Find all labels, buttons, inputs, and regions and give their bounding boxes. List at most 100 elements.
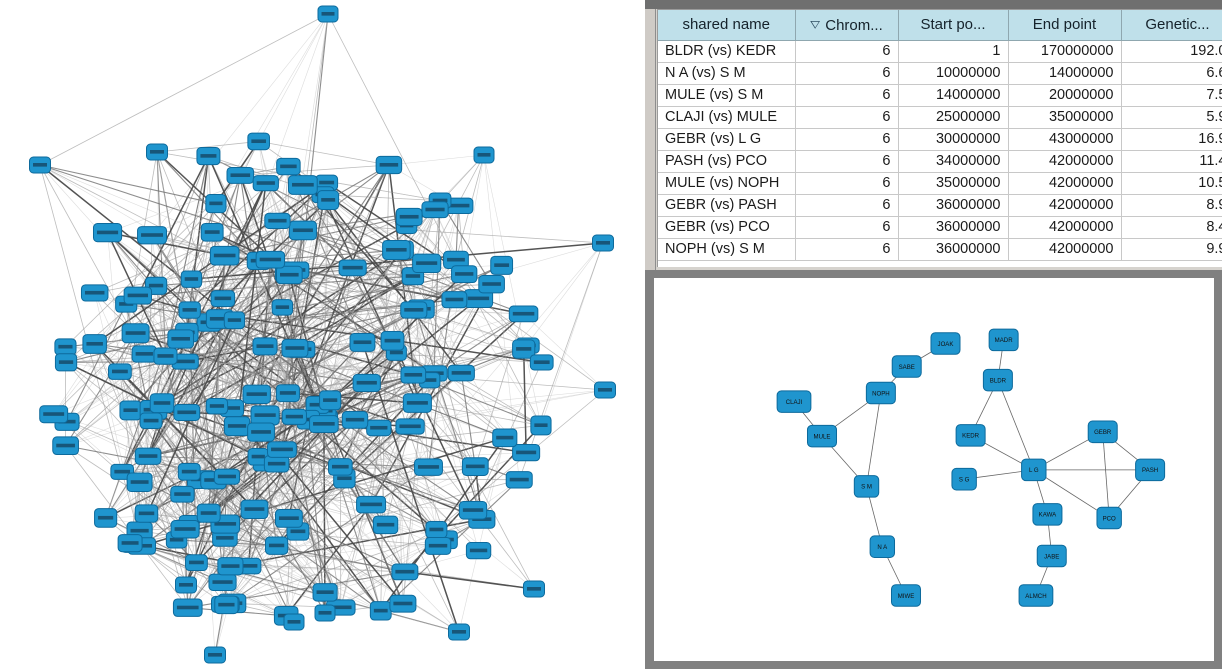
hub-network-edge[interactable] [396,249,476,467]
hub-network-node[interactable] [82,334,107,354]
hub-network-edge[interactable] [322,194,462,374]
node-shape[interactable] [1096,506,1122,530]
hub-network-node[interactable] [414,458,443,476]
table-cell-start_point[interactable]: 36000000 [898,194,1009,217]
node-shape[interactable] [890,584,922,607]
hub-network-edge[interactable] [240,164,389,176]
table-cell-start_point[interactable]: 1 [898,40,1009,63]
table-cell-genetic[interactable]: 16.9 [1121,128,1222,151]
table-header-chromosome[interactable]: Chrom... [795,10,899,41]
hub-network-node[interactable] [92,223,123,243]
hub-network-node[interactable] [29,156,51,174]
table-header-row[interactable]: shared name Chrom... Start po... End point G… [658,10,1222,41]
hub-network-edge[interactable] [396,352,404,604]
node-shape[interactable] [930,332,961,355]
hub-network-edge[interactable] [94,343,143,547]
hub-network-node[interactable] [352,373,381,393]
table-cell-genetic[interactable]: 9.9 [1121,238,1222,261]
hub-network-edge[interactable] [329,249,397,401]
hub-network-node[interactable] [447,364,475,382]
hub-network-node[interactable] [424,536,452,555]
table-cell-shared_name[interactable]: CLAJI (vs) MULE [658,106,796,129]
hub-network-panel[interactable] [0,0,645,669]
hub-network-edge[interactable] [293,349,302,417]
hub-network-edge[interactable] [208,155,331,401]
hub-network-edge[interactable] [147,456,197,563]
subnetwork-node[interactable]: BLDR [982,368,1013,392]
hub-network-edge[interactable] [392,340,406,572]
hub-network-edge[interactable] [191,242,604,280]
subnetwork-node[interactable]: S M [853,475,880,498]
hub-network-node[interactable] [226,166,255,184]
hub-network-edge[interactable] [460,372,476,467]
table-cell-chromosome[interactable]: 6 [795,84,899,107]
table-cell-end_point[interactable]: 20000000 [1008,84,1122,107]
table-cell-end_point[interactable]: 42000000 [1008,150,1122,173]
hub-network-node[interactable] [167,329,194,349]
hub-network-node[interactable] [314,604,336,622]
subnetwork-node[interactable]: SABE [891,355,922,378]
table-cell-chromosome[interactable]: 6 [795,216,899,239]
hub-network-edge[interactable] [188,342,363,525]
hub-network-edge[interactable] [474,313,524,467]
hub-network-node[interactable] [412,253,442,273]
hub-network-edge[interactable] [410,389,606,427]
subnetwork-node[interactable]: N A [869,535,896,558]
hub-network-edge[interactable] [105,356,166,519]
hub-network-edge[interactable] [155,184,304,287]
subnetwork-node[interactable]: NOPH [865,381,896,405]
table-cell-end_point[interactable]: 35000000 [1008,106,1122,129]
hub-network-edge[interactable] [483,154,520,480]
hub-network-edge[interactable] [39,164,143,547]
hub-network-edge[interactable] [282,13,329,308]
hub-network-edge[interactable] [184,361,299,532]
hub-network-edge[interactable] [281,449,429,468]
hub-network-edge[interactable] [340,205,459,608]
hub-network-edge[interactable] [258,141,295,271]
hub-network-node[interactable] [395,418,425,435]
subnetwork-panel[interactable]: JOAK SABE MADR NOPH BLDR CLAJI GEBR MULE KEDR L G… [645,270,1222,669]
hub-network-node[interactable] [134,447,162,465]
hub-network-edge[interactable] [222,373,435,583]
hub-network-node[interactable] [328,458,353,476]
hub-network-edge[interactable] [518,242,604,480]
hub-network-node[interactable] [369,601,392,621]
table-cell-start_point[interactable]: 34000000 [898,150,1009,173]
table-cell-shared_name[interactable]: MULE (vs) S M [658,84,796,107]
hub-network-edge[interactable] [236,425,474,511]
hub-network-node[interactable] [338,259,367,277]
table-cell-end_point[interactable]: 43000000 [1008,128,1122,151]
hub-network-edge[interactable] [139,530,535,590]
hub-network-edge[interactable] [281,194,324,308]
hub-network-edge[interactable] [260,431,483,521]
hub-network-node[interactable] [512,339,536,359]
node-shape[interactable] [988,328,1019,352]
hub-network-node[interactable] [170,520,200,539]
node-shape[interactable] [806,424,838,448]
hub-network-edge[interactable] [188,394,258,473]
table-cell-genetic[interactable]: 11.4 [1121,150,1222,173]
hub-network-node[interactable] [349,333,376,352]
hub-network-edge[interactable] [222,466,476,583]
hub-network-edge[interactable] [126,263,427,305]
hub-network-node[interactable] [317,5,339,23]
hub-network-edge[interactable] [439,200,493,285]
hub-network-edge[interactable] [264,164,390,347]
hub-network-node[interactable] [121,323,150,344]
hub-network-edge[interactable] [201,260,260,480]
hub-network-node[interactable] [250,405,280,426]
subnetwork-canvas[interactable]: JOAK SABE MADR NOPH BLDR CLAJI GEBR MULE KEDR L G… [654,278,1214,661]
hub-network-edge[interactable] [236,183,267,427]
hub-network-node[interactable] [137,226,167,245]
hub-network-node[interactable] [492,428,518,448]
hub-network-node[interactable] [530,415,552,436]
hub-network-edge[interactable] [302,184,435,374]
hub-network-node[interactable] [39,405,69,424]
hub-network-edge[interactable] [300,349,326,614]
shared-segments-table[interactable]: shared name Chrom... Start po... End point G… [658,10,1222,261]
hub-network-node[interactable] [94,508,118,528]
hub-network-node[interactable] [247,132,270,151]
